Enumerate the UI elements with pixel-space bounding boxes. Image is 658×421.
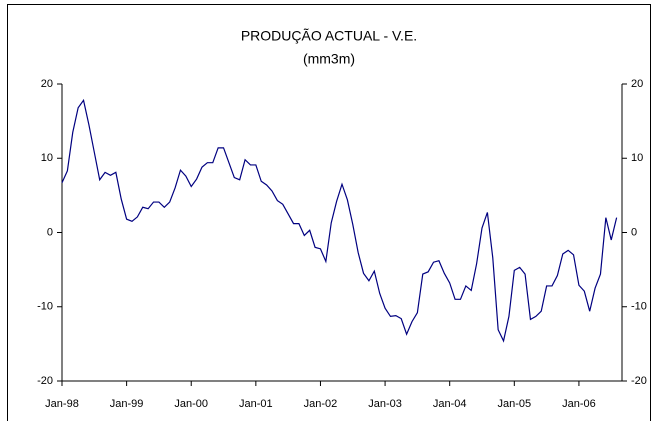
- x-tick-label: Jan-06: [562, 398, 596, 410]
- y-tick-label: -20: [37, 375, 53, 387]
- y-tick-label: 20: [41, 78, 53, 90]
- y-tick-label: -10: [37, 301, 53, 313]
- x-tick-label: Jan-01: [239, 398, 273, 410]
- x-tick-label: Jan-98: [45, 398, 79, 410]
- data-line: [61, 98, 618, 343]
- x-tick-label: Jan-04: [433, 398, 467, 410]
- x-tick-label: Jan-05: [497, 398, 531, 410]
- y2-tick-label: 10: [631, 152, 643, 164]
- x-tick-label: Jan-99: [110, 398, 144, 410]
- chart-frame: [7, 4, 651, 421]
- y-tick-label: 10: [41, 152, 53, 164]
- y2-tick-label: 0: [631, 226, 637, 238]
- y2-tick-label: 20: [631, 78, 643, 90]
- chart-subtitle: (mm3m): [303, 51, 355, 67]
- chart-title: PRODUÇÃO ACTUAL - V.E.: [241, 28, 417, 44]
- x-tick-label: Jan-03: [368, 398, 402, 410]
- y2-tick-label: -20: [631, 375, 647, 387]
- y-tick-label: 0: [47, 226, 53, 238]
- x-tick-label: Jan-00: [174, 398, 208, 410]
- x-tick-label: Jan-02: [304, 398, 338, 410]
- y2-tick-label: -10: [631, 301, 647, 313]
